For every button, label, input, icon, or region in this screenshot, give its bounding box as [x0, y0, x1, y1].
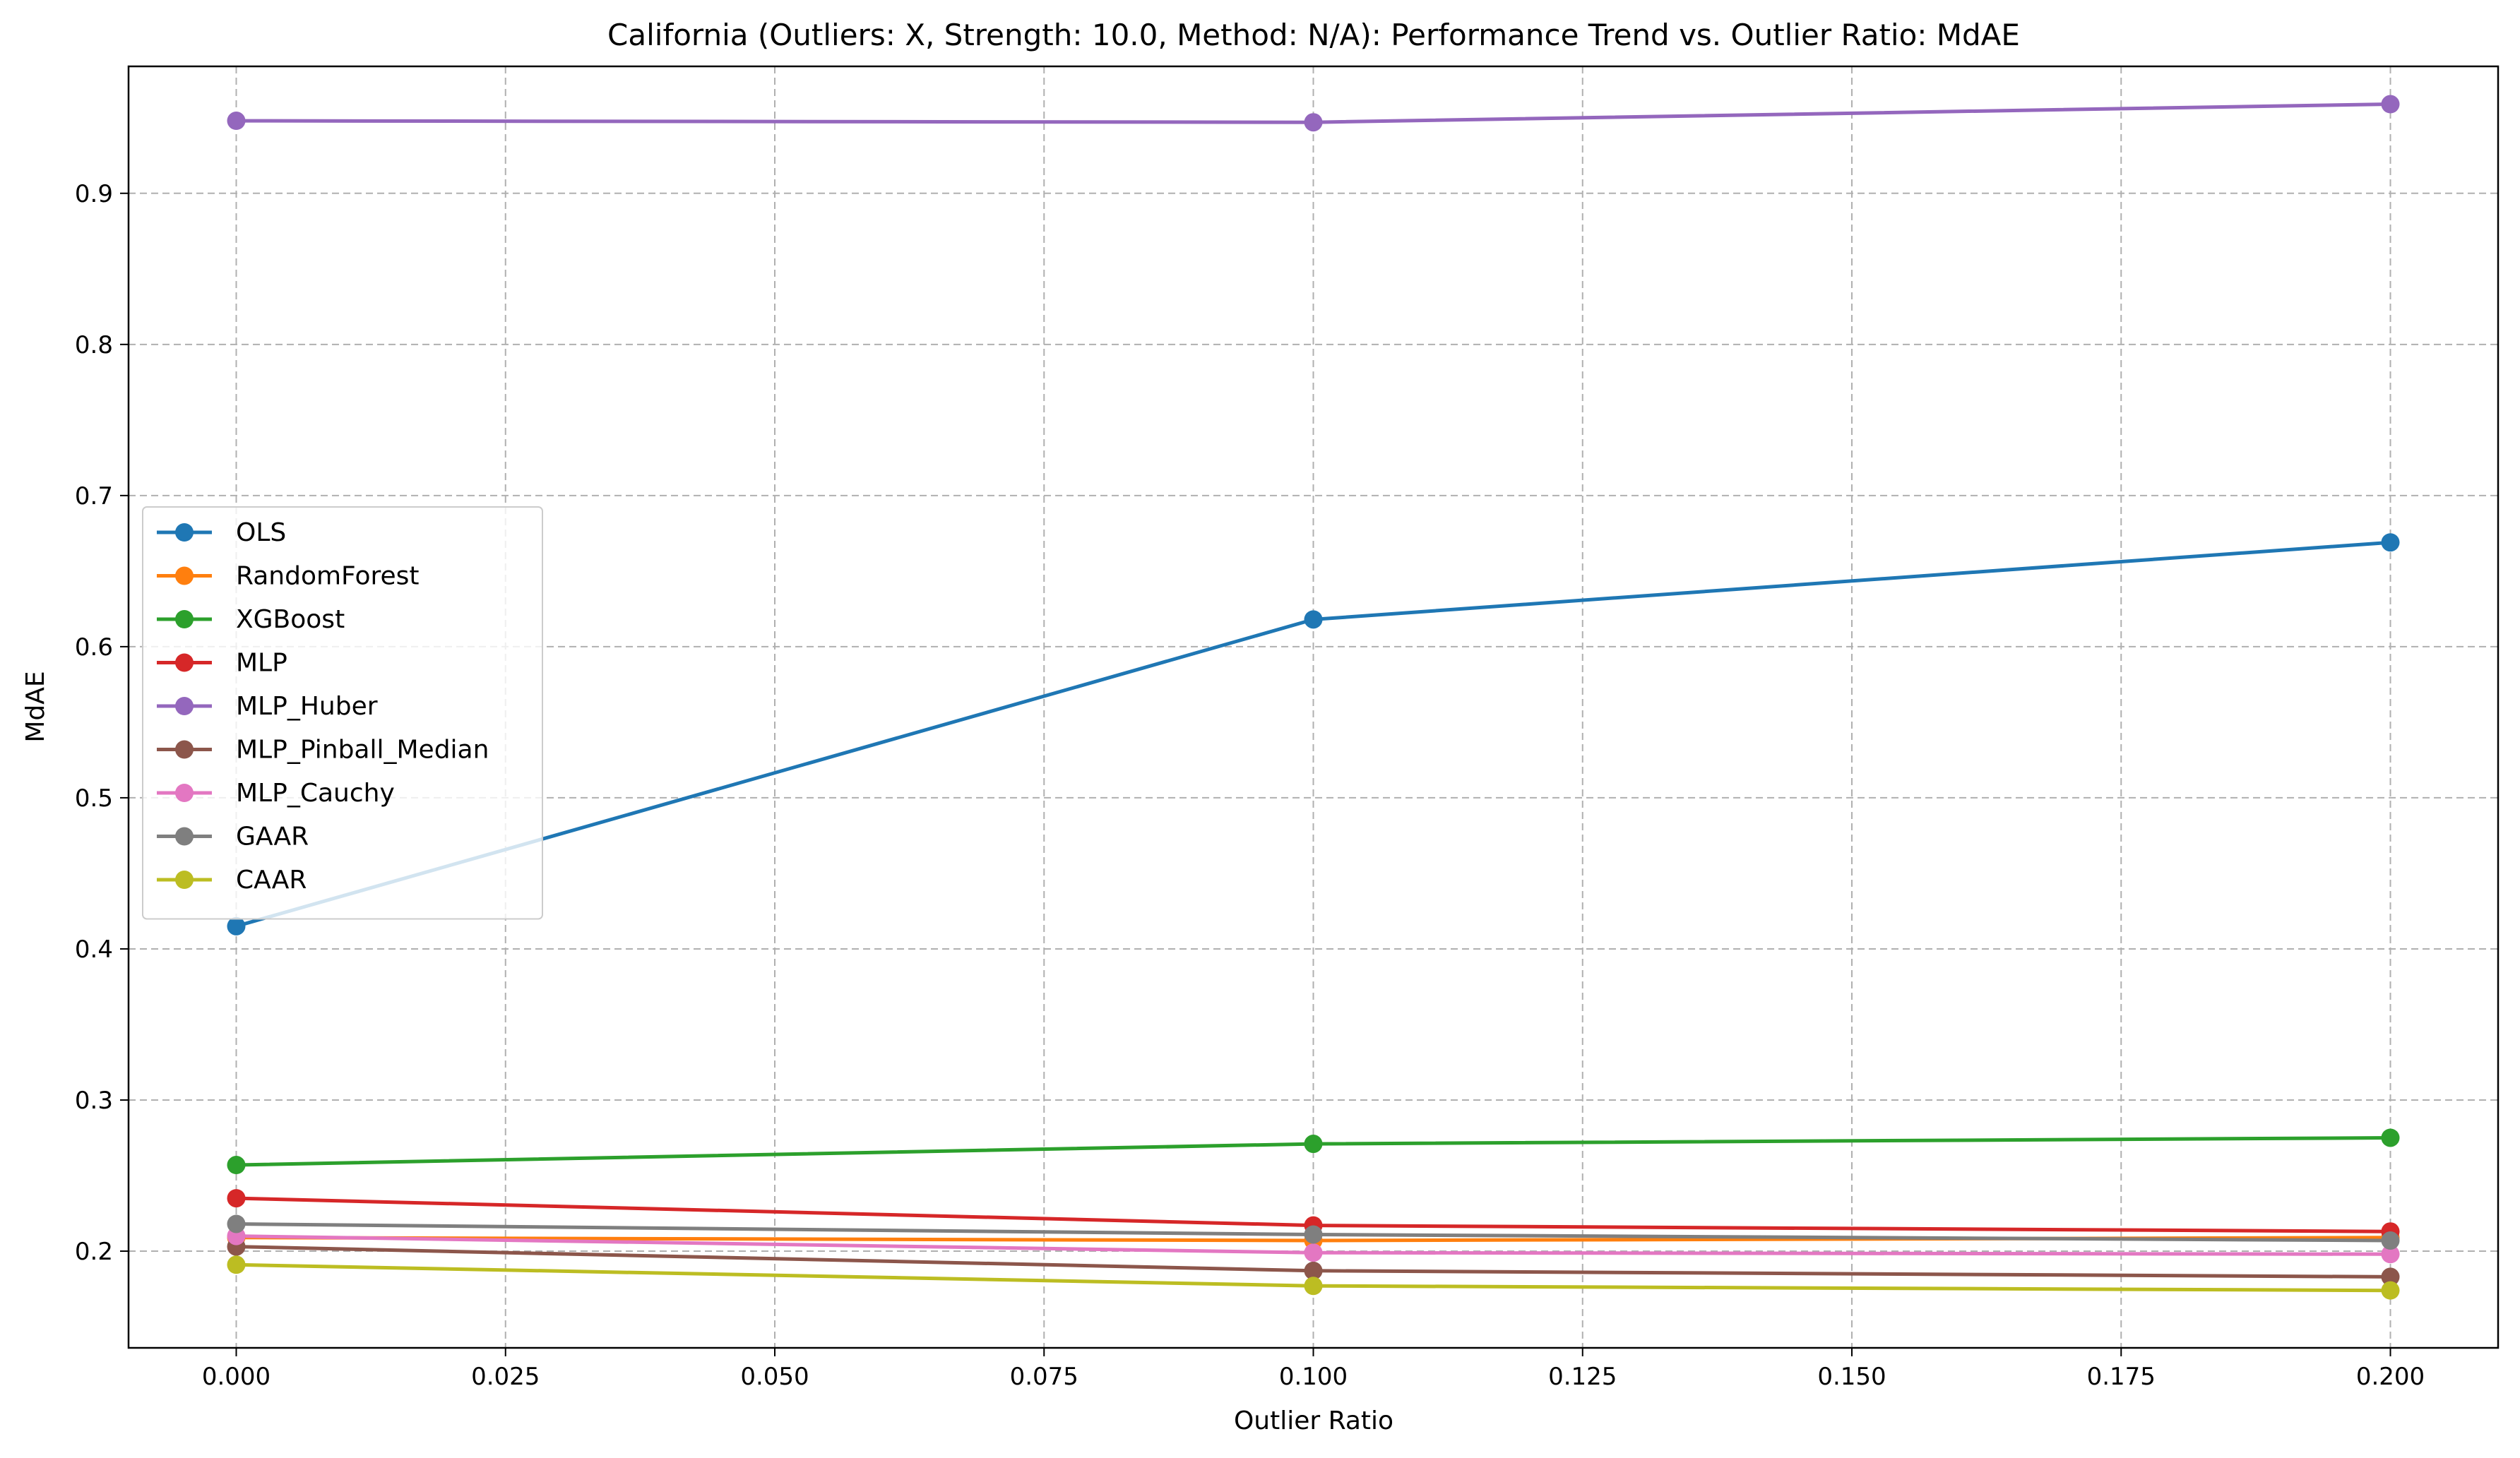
data-point-gaar — [1304, 1225, 1323, 1244]
legend-swatch-marker — [175, 610, 194, 628]
x-tick-label: 0.025 — [471, 1363, 540, 1391]
legend-swatch-marker — [175, 784, 194, 802]
x-axis-label: Outlier Ratio — [1234, 1406, 1393, 1435]
legend-swatch-marker — [175, 740, 194, 759]
x-tick-label: 0.050 — [740, 1363, 809, 1391]
y-axis-ticks: 0.2 0.3 0.4 0.5 0.6 0.7 0.8 0.9 — [75, 180, 129, 1266]
legend-label: OLS — [236, 518, 286, 547]
x-tick-label: 0.125 — [1548, 1363, 1617, 1391]
x-tick-label: 0.175 — [2087, 1363, 2156, 1391]
data-point-mlp-huber — [1304, 113, 1323, 132]
legend-label: MLP — [236, 649, 287, 678]
data-point-caar — [2381, 1281, 2400, 1300]
x-tick-label: 0.100 — [1279, 1363, 1348, 1391]
data-point-mlp-huber — [227, 112, 246, 131]
y-axis-label: MdAE — [21, 671, 50, 742]
x-tick-label: 0.200 — [2356, 1363, 2425, 1391]
data-points — [227, 95, 2400, 1300]
x-tick-label: 0.000 — [202, 1363, 271, 1391]
legend-swatch-marker — [175, 653, 194, 672]
legend-swatch-marker — [175, 871, 194, 889]
data-point-gaar — [227, 1214, 246, 1233]
data-point-mlp-pinball-median — [1304, 1261, 1323, 1280]
data-point-mlp-huber — [2381, 95, 2400, 114]
data-point-mlp — [227, 1189, 246, 1208]
data-point-mlp-pinball-median — [2381, 1267, 2400, 1286]
y-tick-label: 0.8 — [75, 331, 113, 359]
y-tick-label: 0.5 — [75, 784, 113, 813]
x-tick-label: 0.075 — [1010, 1363, 1078, 1391]
legend-swatch-marker — [175, 566, 194, 585]
data-point-ols — [227, 916, 246, 936]
data-point-caar — [1304, 1277, 1323, 1296]
data-point-caar — [227, 1255, 246, 1274]
chart-title: California (Outliers: X, Strength: 10.0,… — [607, 18, 2020, 52]
y-tick-label: 0.7 — [75, 482, 113, 510]
legend-label: MLP_Huber — [236, 692, 378, 721]
data-point-xgboost — [2381, 1128, 2400, 1147]
y-tick-label: 0.6 — [75, 633, 113, 662]
data-point-gaar — [2381, 1231, 2400, 1250]
legend-label: MLP_Pinball_Median — [236, 736, 489, 765]
legend-label: MLP_Cauchy — [236, 779, 395, 808]
y-tick-label: 0.9 — [75, 180, 113, 208]
x-axis-ticks: 0.000 0.025 0.050 0.075 0.100 0.125 0.150 0.175… — [202, 1348, 2425, 1391]
data-point-xgboost — [227, 1156, 246, 1175]
legend-label: RandomForest — [236, 562, 420, 591]
y-tick-label: 0.2 — [75, 1238, 113, 1266]
data-point-ols — [2381, 533, 2400, 552]
legend: OLS RandomForest XGBoost MLP MLP_Huber MLP_Pi… — [142, 506, 543, 920]
legend-swatch-marker — [175, 827, 194, 846]
data-point-ols — [1304, 610, 1323, 629]
legend-label: CAAR — [236, 866, 307, 895]
legend-box — [142, 506, 543, 920]
y-tick-label: 0.4 — [75, 936, 113, 964]
data-point-mlp-cauchy — [2381, 1245, 2400, 1264]
data-point-xgboost — [1304, 1135, 1323, 1154]
legend-label: XGBoost — [236, 605, 345, 634]
legend-swatch-marker — [175, 523, 194, 542]
legend-label: GAAR — [236, 823, 309, 852]
data-point-mlp-cauchy — [1304, 1243, 1323, 1262]
x-tick-label: 0.150 — [1817, 1363, 1886, 1391]
y-tick-label: 0.3 — [75, 1087, 113, 1115]
legend-swatch-marker — [175, 697, 194, 715]
